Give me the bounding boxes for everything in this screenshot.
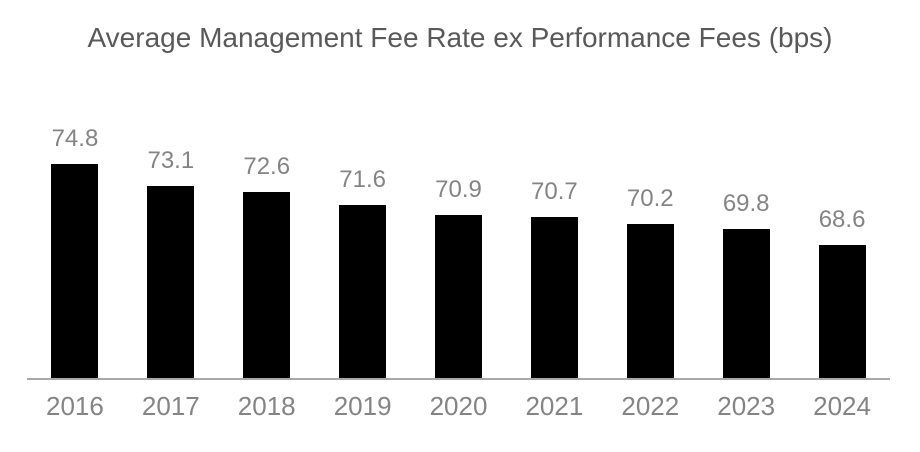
- bar-value-label: 70.2: [626, 185, 674, 212]
- bar: [626, 224, 674, 378]
- x-axis-tick-label: 2020: [429, 391, 488, 421]
- bar-value-label: 70.7: [531, 178, 578, 205]
- bar-group: 70.9: [411, 178, 507, 378]
- bar: [51, 164, 99, 378]
- bar: [147, 186, 195, 378]
- bar-value-label: 74.8: [51, 125, 99, 152]
- x-axis-tick-label: 2017: [141, 391, 200, 421]
- bar-value-label: 71.6: [339, 166, 386, 193]
- x-axis-tick-label: 2016: [46, 391, 104, 421]
- bar-group: 68.6: [794, 208, 890, 378]
- bar-group: 71.6: [315, 168, 411, 378]
- bar-group: 73.1: [123, 149, 219, 378]
- bars-row: 74.8 73.1 72.6 71.6 70.9 70.7 70.2 69.8 …: [27, 110, 890, 380]
- x-axis-tick-label: 2022: [621, 391, 680, 421]
- x-axis-tick-label: 2024: [813, 391, 871, 421]
- bar: [530, 217, 578, 378]
- bar-value-label: 72.6: [243, 153, 291, 180]
- bar-value-label: 70.9: [435, 176, 482, 203]
- plot-area: 74.8 73.1 72.6 71.6 70.9 70.7 70.2 69.8 …: [27, 110, 890, 419]
- bar-group: 70.2: [602, 187, 698, 378]
- bar: [818, 245, 866, 378]
- bar: [243, 192, 291, 378]
- bar-value-label: 73.1: [147, 147, 195, 174]
- x-axis-tick-label: 2021: [525, 391, 584, 421]
- bar: [435, 215, 482, 378]
- bar: [339, 205, 387, 378]
- chart-title: Average Management Fee Rate ex Performan…: [87, 22, 833, 53]
- bar-group: 70.7: [506, 180, 602, 378]
- x-axis-tick-label: 2019: [333, 391, 392, 421]
- bar-value-label: 68.6: [818, 206, 866, 233]
- x-axis-tick-label: 2023: [717, 391, 776, 421]
- bar: [722, 229, 770, 378]
- x-axis-labels: 2016 2017 2018 2019 2020 2021 2022 2023 …: [27, 393, 890, 419]
- x-axis-tick-label: 2018: [237, 391, 296, 421]
- bar-group: 72.6: [219, 155, 315, 378]
- bar-value-label: 69.8: [722, 190, 770, 217]
- bar-group: 69.8: [698, 192, 794, 378]
- bar-group: 74.8: [27, 127, 123, 378]
